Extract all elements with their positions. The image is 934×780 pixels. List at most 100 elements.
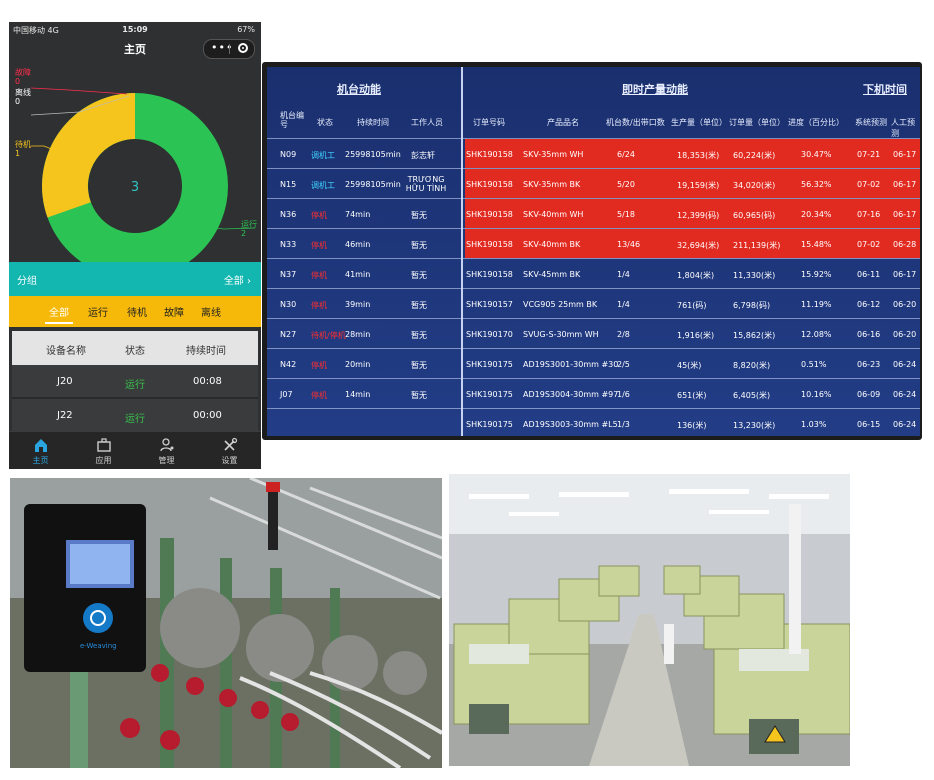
row-divider	[267, 168, 920, 169]
filter-tab-running[interactable]: 运行	[88, 308, 108, 319]
more-menu-icon[interactable]: •••	[211, 41, 234, 54]
photo-device-on-loom: e-Weaving	[10, 478, 442, 768]
board-cell-progress: 1.03%	[801, 420, 827, 429]
filter-tab-all[interactable]: 全部	[49, 308, 69, 319]
col-device-name: 设备名称	[46, 346, 86, 357]
board-cell-manual: 06-17	[893, 210, 917, 219]
group-all-link[interactable]: 全部 ›	[224, 272, 251, 287]
board-cell-product: SKV-45mm BK	[523, 270, 581, 279]
board-cell-progress: 12.08%	[801, 330, 832, 339]
leader-line-standby	[31, 145, 65, 155]
status-filter-tabs: 全部 运行 待机 故障 离线	[9, 296, 261, 327]
board-cell-order: SHK190170	[466, 330, 513, 339]
board-column-header: 订单量（单位）	[729, 118, 785, 127]
board-cell-id: N37	[280, 270, 297, 279]
device-row[interactable]: J20 运行 00:08	[12, 365, 258, 397]
row-divider	[267, 288, 920, 289]
board-cell-progress: 15.48%	[801, 240, 832, 249]
status-donut-chart: 3 故障 0 离线 0 待机 1 运行 2	[9, 60, 261, 262]
board-cell-dur: 41min	[345, 270, 371, 279]
board-cell-order: SHK190157	[466, 300, 513, 309]
device-row[interactable]: J22 运行 00:00	[12, 399, 258, 431]
board-cell-manual: 06-17	[893, 270, 917, 279]
row-divider	[267, 228, 920, 229]
board-cell-output: 18,353(米)	[677, 151, 720, 160]
miniapp-capsule: •••	[203, 39, 255, 59]
home-icon	[34, 439, 47, 452]
board-cell-dur: 20min	[345, 360, 371, 369]
board-cell-qty: 11,330(米)	[733, 271, 776, 280]
board-column-header: 人工预测	[891, 118, 915, 138]
board-cell-ratio: 2/5	[617, 360, 630, 369]
board-cell-product: AD19S3001-30mm #30	[523, 360, 619, 369]
active-tab-indicator	[45, 322, 73, 324]
board-cell-state: 停机	[311, 361, 327, 370]
tools-icon	[223, 437, 237, 451]
tab-apps[interactable]: 应用	[72, 432, 135, 469]
device-duration: 00:08	[193, 376, 222, 387]
board-cell-product: SKV-40mm WH	[523, 210, 584, 219]
board-cell-dur: 46min	[345, 240, 371, 249]
board-cell-ratio: 13/46	[617, 240, 641, 249]
legend-running-name: 运行	[241, 220, 257, 229]
col-status: 状态	[125, 346, 145, 357]
board-cell-state: 停机	[311, 301, 327, 310]
board-cell-id: N09	[280, 150, 297, 159]
row-highlight	[465, 199, 920, 228]
carrier-label: 中国移动 4G	[13, 26, 59, 35]
board-cell-order: SHK190175	[466, 390, 513, 399]
board-cell-sys: 06-12	[857, 300, 881, 309]
board-cell-id: N30	[280, 300, 297, 309]
board-cell-output: 136(米)	[677, 421, 707, 430]
board-cell-output: 651(米)	[677, 391, 707, 400]
tab-home[interactable]: 主页	[9, 432, 72, 469]
board-cell-order: SHK190158	[466, 210, 513, 219]
board-column-header: 机台数/出带口数	[606, 118, 665, 127]
board-column-header: 持续时间	[357, 118, 389, 127]
group-selector[interactable]: 分组 全部 ›	[9, 262, 261, 296]
donut-segment-standby[interactable]	[42, 93, 135, 218]
tab-settings[interactable]: 设置	[198, 432, 261, 469]
row-divider	[267, 408, 920, 409]
legend-offline: 离线 0	[15, 88, 31, 106]
col-duration: 持续时间	[186, 346, 226, 357]
board-cell-worker: 暂无	[411, 331, 427, 340]
row-divider	[267, 348, 920, 349]
board-cell-state: 调机工	[311, 181, 335, 190]
filter-tab-offline[interactable]: 离线	[201, 308, 221, 319]
board-cell-worker: TRƯƠNG HỮU TÌNH	[405, 175, 447, 193]
board-cell-product: SKV-35mm WH	[523, 150, 584, 159]
board-cell-product: SKV-40mm BK	[523, 240, 581, 249]
legend-offline-value: 0	[15, 97, 21, 106]
clock-label: 15:09	[122, 25, 148, 34]
board-cell-dur: 28min	[345, 330, 371, 339]
leader-line-running	[196, 225, 256, 230]
tab-settings-label: 设置	[221, 456, 238, 465]
board-cell-state: 停机	[311, 241, 327, 250]
board-cell-sys: 06-16	[857, 330, 881, 339]
donut-center-total: 3	[130, 180, 140, 195]
tab-manage[interactable]: 管理	[135, 432, 198, 469]
board-cell-ratio: 1/4	[617, 270, 630, 279]
board-cell-product: AD19S3003-30mm #L5	[523, 420, 618, 429]
board-cell-dur: 74min	[345, 210, 371, 219]
board-column-header: 工作人员	[411, 118, 443, 127]
board-cell-manual: 06-24	[893, 390, 917, 399]
board-cell-output: 1,916(米)	[677, 331, 715, 340]
filter-tab-standby[interactable]: 待机	[127, 308, 147, 319]
row-highlight	[465, 229, 920, 258]
board-cell-sys: 06-23	[857, 360, 881, 369]
board-cell-output: 32,694(米)	[677, 241, 720, 250]
tab-home-label: 主页	[32, 456, 49, 465]
board-cell-ratio: 1/4	[617, 300, 630, 309]
row-divider	[267, 318, 920, 319]
board-cell-progress: 56.32%	[801, 180, 832, 189]
board-cell-worker: 彭志轩	[411, 151, 435, 160]
device-brand-text: e-Weaving	[80, 642, 117, 650]
close-miniapp-icon[interactable]	[238, 43, 248, 53]
filter-tab-fault[interactable]: 故障	[164, 308, 184, 319]
board-cell-ratio: 2/8	[617, 330, 630, 339]
production-board: 机台动能 即时产量动能 下机时间 机台编号 状态 持续时间 工作人员 订单号码 产品品名 机…	[267, 67, 920, 436]
section-offline-time: 下机时间	[863, 83, 907, 96]
row-divider	[267, 198, 920, 199]
